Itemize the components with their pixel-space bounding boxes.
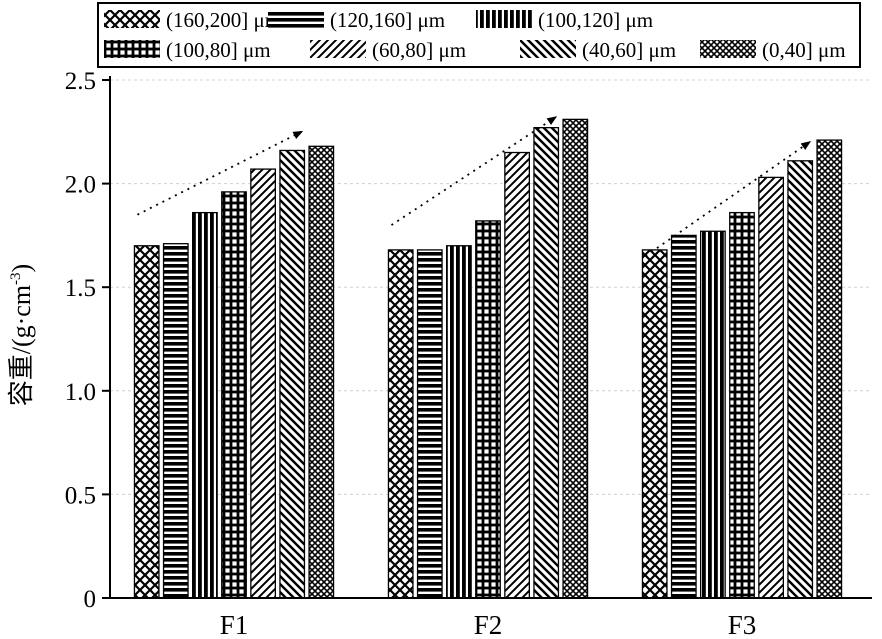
axes — [109, 76, 872, 599]
bar-f1-series-2 — [191, 211, 218, 599]
legend-swatch-5 — [520, 40, 576, 58]
x-tick-label-f2: F2 — [474, 610, 503, 639]
bar-f3-series-3 — [729, 211, 755, 599]
y-tick-labels: 0 0.5 1.0 1.5 2.0 2.5 — [65, 68, 110, 613]
trend-arrow-f1 — [137, 130, 304, 216]
bar-f2-series-4 — [504, 151, 531, 599]
legend: (160,200] μm (120,160] μm (100,120] μm (100… — [97, 2, 861, 68]
bar-f1-series-5 — [279, 149, 306, 599]
bar-f1-series-3 — [221, 191, 247, 599]
trend-arrows — [137, 116, 812, 257]
trend-arrow-f2 — [390, 116, 558, 226]
legend-label-3: (100,80] μm — [166, 38, 271, 62]
y-tick-label: 0 — [84, 586, 97, 613]
bar-f3-series-0 — [641, 249, 668, 599]
bar-f1-series-4 — [250, 168, 277, 599]
y-tick-label: 2.5 — [65, 68, 96, 95]
x-tick-label-f3: F3 — [728, 610, 757, 639]
bar-f3-series-1 — [670, 234, 697, 599]
bar-f2-series-1 — [416, 249, 443, 599]
x-tick-label-f1: F1 — [220, 610, 249, 639]
bar-f2-series-0 — [387, 249, 414, 599]
bar-f2-series-2 — [445, 245, 472, 599]
legend-label-5: (40,60] μm — [582, 38, 676, 62]
legend-label-1: (120,160] μm — [330, 8, 445, 32]
x-tick-labels: F1 F2 F3 — [220, 610, 757, 639]
bar-f3-series-4 — [758, 176, 784, 599]
y-tick-label: 0.5 — [65, 482, 96, 509]
bar-f1-series-0 — [133, 245, 160, 599]
bar-f2-series-6 — [562, 118, 589, 599]
legend-swatch-0 — [104, 10, 160, 28]
legend-swatch-2 — [476, 10, 532, 28]
legend-label-0: (160,200] μm — [166, 8, 281, 32]
y-axis-label: 容重/(g·cm-3) — [7, 264, 36, 406]
y-tick-label: 1.5 — [65, 275, 96, 302]
bar-f3-series-6 — [816, 139, 843, 599]
legend-swatch-6 — [700, 40, 756, 58]
legend-swatch-3 — [104, 40, 160, 58]
legend-label-2: (100,120] μm — [538, 8, 653, 32]
legend-swatch-1 — [268, 10, 324, 28]
legend-label-4: (60,80] μm — [372, 38, 466, 62]
bar-f1-series-6 — [308, 145, 335, 599]
y-tick-label: 2.0 — [65, 172, 96, 199]
bar-f2-series-3 — [475, 220, 501, 599]
trend-arrow-f3 — [644, 141, 812, 257]
legend-label-6: (0,40] μm — [762, 38, 846, 62]
bar-f3-series-5 — [787, 160, 814, 599]
bars — [133, 118, 843, 599]
bar-f1-series-1 — [162, 243, 189, 599]
bar-f3-series-2 — [700, 230, 726, 599]
y-tick-label: 1.0 — [65, 379, 96, 406]
legend-swatch-4 — [310, 40, 366, 58]
bar-f2-series-5 — [533, 127, 560, 599]
